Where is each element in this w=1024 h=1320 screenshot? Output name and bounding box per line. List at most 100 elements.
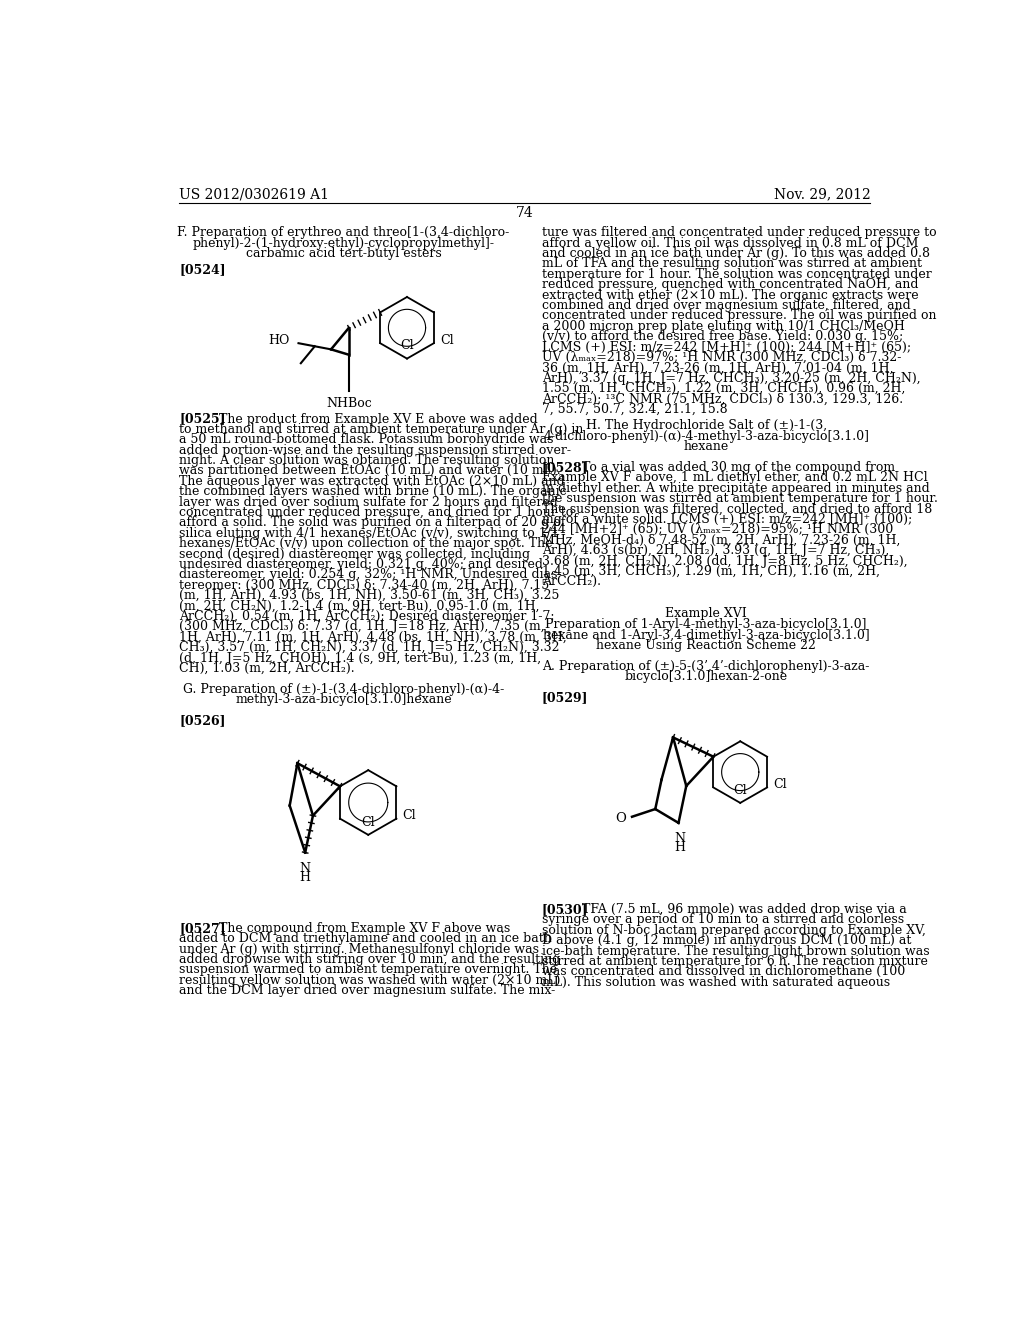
- Text: [0530]: [0530]: [542, 903, 589, 916]
- Text: ArH), 3.37 (q, 1H, J=7 Hz, CHCH₃), 3.20-25 (m, 2H, CH₂N),: ArH), 3.37 (q, 1H, J=7 Hz, CHCH₃), 3.20-…: [542, 372, 921, 384]
- Text: the combined layers washed with brine (10 mL). The organic: the combined layers washed with brine (1…: [179, 486, 566, 498]
- Text: solution of N-boc lactam prepared according to Example XV,: solution of N-boc lactam prepared accord…: [542, 924, 926, 937]
- Text: The suspension was filtered, collected, and dried to afford 18: The suspension was filtered, collected, …: [542, 503, 932, 516]
- Text: extracted with ether (2×10 mL). The organic extracts were: extracted with ether (2×10 mL). The orga…: [542, 289, 919, 301]
- Text: the suspension was stirred at ambient temperature for 1 hour.: the suspension was stirred at ambient te…: [542, 492, 938, 506]
- Text: Cl: Cl: [402, 809, 417, 822]
- Text: mg of a white solid. LCMS (+) ESI: m/z=242 [MH]⁺ (100);: mg of a white solid. LCMS (+) ESI: m/z=2…: [542, 513, 912, 525]
- Text: under Ar (g) with stirring. Methanesulfonyl chloride was: under Ar (g) with stirring. Methanesulfo…: [179, 942, 540, 956]
- Text: 4-dichloro-phenyl)-(α)-4-methyl-3-aza-bicyclo[3.1.0]: 4-dichloro-phenyl)-(α)-4-methyl-3-aza-bi…: [543, 430, 869, 442]
- Text: To a vial was added 30 mg of the compound from: To a vial was added 30 mg of the compoun…: [583, 461, 895, 474]
- Text: Cl: Cl: [400, 339, 414, 352]
- Text: tereomer: (300 MHz, CDCl₃) δ: 7.34-40 (m, 2H, ArH), 7.15: tereomer: (300 MHz, CDCl₃) δ: 7.34-40 (m…: [179, 578, 550, 591]
- Text: added dropwise with stirring over 10 min, and the resulting: added dropwise with stirring over 10 min…: [179, 953, 560, 966]
- Text: and the DCM layer dried over magnesium sulfate. The mix-: and the DCM layer dried over magnesium s…: [179, 985, 555, 997]
- Text: LCMS (+) ESI: m/z=242 [M+H]⁺ (100); 244 [M+H]⁺ (65);: LCMS (+) ESI: m/z=242 [M+H]⁺ (100); 244 …: [542, 341, 911, 354]
- Text: (300 MHz, CDCl₃) δ: 7.37 (d, 1H, J=18 Hz, ArH), 7.35 (m,: (300 MHz, CDCl₃) δ: 7.37 (d, 1H, J=18 Hz…: [179, 620, 545, 634]
- Text: to methanol and stirred at ambient temperature under Ar (g) in: to methanol and stirred at ambient tempe…: [179, 422, 584, 436]
- Text: [0525]: [0525]: [179, 412, 225, 425]
- Text: Preparation of 1-Aryl-4-methyl-3-aza-bicyclo[3.1.0]: Preparation of 1-Aryl-4-methyl-3-aza-bic…: [546, 619, 867, 631]
- Text: mL of TFA and the resulting solution was stirred at ambient: mL of TFA and the resulting solution was…: [542, 257, 922, 271]
- Text: D above (4.1 g, 12 mmole) in anhydrous DCM (100 mL) at: D above (4.1 g, 12 mmole) in anhydrous D…: [542, 935, 911, 948]
- Text: H: H: [300, 871, 310, 883]
- Text: afford a solid. The solid was purified on a filterpad of 20 g of: afford a solid. The solid was purified o…: [179, 516, 565, 529]
- Text: 36 (m, 1H, ArH), 7.23-26 (m, 1H, ArH), 7.01-04 (m, 1H,: 36 (m, 1H, ArH), 7.23-26 (m, 1H, ArH), 7…: [542, 362, 893, 375]
- Text: The product from Example XV E above was added: The product from Example XV E above was …: [219, 412, 539, 425]
- Text: night. A clear solution was obtained. The resulting solution: night. A clear solution was obtained. Th…: [179, 454, 555, 467]
- Text: Cl: Cl: [733, 784, 748, 797]
- Text: F. Preparation of erythreo and threo[1-(3,4-dichloro-: F. Preparation of erythreo and threo[1-(…: [177, 226, 510, 239]
- Text: 1.45 (m, 3H, CHCH₃), 1.29 (m, 1H, CH), 1.16 (m, 2H,: 1.45 (m, 3H, CHCH₃), 1.29 (m, 1H, CH), 1…: [542, 565, 880, 578]
- Text: 74: 74: [516, 206, 534, 220]
- Text: Cl: Cl: [773, 777, 786, 791]
- Text: Example XV F above, 1 mL diethyl ether, and 0.2 mL 2N HCl: Example XV F above, 1 mL diethyl ether, …: [542, 471, 928, 484]
- Text: bicyclo[3.1.0]hexan-2-one: bicyclo[3.1.0]hexan-2-one: [625, 671, 787, 684]
- Text: ture was filtered and concentrated under reduced pressure to: ture was filtered and concentrated under…: [542, 226, 937, 239]
- Text: ArCCH₂).: ArCCH₂).: [542, 576, 601, 589]
- Text: and cooled in an ice bath under Ar (g). To this was added 0.8: and cooled in an ice bath under Ar (g). …: [542, 247, 930, 260]
- Text: O: O: [615, 812, 626, 825]
- Text: afford a yellow oil. This oil was dissolved in 0.8 mL of DCM: afford a yellow oil. This oil was dissol…: [542, 236, 919, 249]
- Text: ArCCH₂); ¹³C NMR (75 MHz, CDCl₃) δ 130.3, 129.3, 126.: ArCCH₂); ¹³C NMR (75 MHz, CDCl₃) δ 130.3…: [542, 392, 903, 405]
- Text: hexanes/EtOAc (v/v) upon collection of the major spot. The: hexanes/EtOAc (v/v) upon collection of t…: [179, 537, 553, 550]
- Text: hexane Using Reaction Scheme 22: hexane Using Reaction Scheme 22: [596, 639, 816, 652]
- Text: CH), 1.03 (m, 2H, ArCCH₂).: CH), 1.03 (m, 2H, ArCCH₂).: [179, 663, 354, 675]
- Text: [0524]: [0524]: [179, 263, 225, 276]
- Text: a 2000 micron prep plate eluting with 10/1 CHCl₃/MeOH: a 2000 micron prep plate eluting with 10…: [542, 319, 905, 333]
- Text: stirred at ambient temperature for 6 h. The reaction mixture: stirred at ambient temperature for 6 h. …: [542, 954, 928, 968]
- Text: ArCCH₂), 0.54 (m, 1H, ArCCH₂); Desired diastereomer 1-7:: ArCCH₂), 0.54 (m, 1H, ArCCH₂); Desired d…: [179, 610, 555, 623]
- Text: US 2012/0302619 A1: US 2012/0302619 A1: [179, 187, 329, 202]
- Text: A. Preparation of (±)-5-(3’,4’-dichlorophenyl)-3-aza-: A. Preparation of (±)-5-(3’,4’-dichlorop…: [543, 660, 869, 673]
- Text: resulting yellow solution was washed with water (2×10 mL): resulting yellow solution was washed wit…: [179, 974, 560, 987]
- Text: The aqueous layer was extracted with EtOAc (2×10 mL) and: The aqueous layer was extracted with EtO…: [179, 475, 565, 488]
- Text: [0528]: [0528]: [542, 461, 589, 474]
- Text: N: N: [675, 832, 686, 845]
- Text: was concentrated and dissolved in dichloromethane (100: was concentrated and dissolved in dichlo…: [542, 965, 905, 978]
- Text: layer was dried over sodium sulfate for 2 hours and filtered,: layer was dried over sodium sulfate for …: [179, 496, 562, 508]
- Text: Cl: Cl: [361, 816, 375, 829]
- Text: a 50 mL round-bottomed flask. Potassium borohydride was: a 50 mL round-bottomed flask. Potassium …: [179, 433, 554, 446]
- Text: phenyl)-2-(1-hydroxy-ethyl)-cyclopropylmethyl]-: phenyl)-2-(1-hydroxy-ethyl)-cyclopropylm…: [193, 236, 495, 249]
- Text: CH₃), 3.57 (m, 1H, CH₂N), 3.37 (d, 1H, J=5 Hz, CH₂N), 3.32: CH₃), 3.57 (m, 1H, CH₂N), 3.37 (d, 1H, J…: [179, 642, 560, 655]
- Text: diastereomer, yield: 0.254 g, 32%; ¹H NMR, Undesired dias-: diastereomer, yield: 0.254 g, 32%; ¹H NM…: [179, 569, 562, 581]
- Text: G. Preparation of (±)-1-(3,4-dichloro-phenyl)-(α)-4-: G. Preparation of (±)-1-(3,4-dichloro-ph…: [183, 682, 504, 696]
- Text: combined and dried over magnesium sulfate, filtered, and: combined and dried over magnesium sulfat…: [542, 298, 910, 312]
- Text: concentrated under reduced pressure. The oil was purified on: concentrated under reduced pressure. The…: [542, 309, 936, 322]
- Text: N: N: [300, 862, 310, 875]
- Text: 1H, ArH), 7.11 (m, 1H, ArH), 4.48 (bs, 1H, NH), 3.78 (m, 3H,: 1H, ArH), 7.11 (m, 1H, ArH), 4.48 (bs, 1…: [179, 631, 567, 644]
- Text: carbamic acid tert-butyl esters: carbamic acid tert-butyl esters: [246, 247, 441, 260]
- Text: ice-bath temperature. The resulting light brown solution was: ice-bath temperature. The resulting ligh…: [542, 945, 930, 957]
- Text: methyl-3-aza-bicyclo[3.1.0]hexane: methyl-3-aza-bicyclo[3.1.0]hexane: [236, 693, 452, 706]
- Text: (m, 1H, ArH), 4.93 (bs, 1H, NH), 3.50-61 (m, 3H, CH₃), 3.25: (m, 1H, ArH), 4.93 (bs, 1H, NH), 3.50-61…: [179, 589, 559, 602]
- Text: (v/v) to afford the desired free base. Yield: 0.030 g. 15%;: (v/v) to afford the desired free base. Y…: [542, 330, 903, 343]
- Text: Nov. 29, 2012: Nov. 29, 2012: [774, 187, 870, 202]
- Text: added to DCM and triethylamine and cooled in an ice bath: added to DCM and triethylamine and coole…: [179, 932, 552, 945]
- Text: hexane: hexane: [684, 441, 729, 453]
- Text: Cl: Cl: [440, 334, 454, 347]
- Text: syringe over a period of 10 min to a stirred and colorless: syringe over a period of 10 min to a sti…: [542, 913, 904, 927]
- Text: 1.55 (m, 1H, CHCH₂), 1.22 (m, 3H, CHCH₃), 0.96 (m, 2H,: 1.55 (m, 1H, CHCH₂), 1.22 (m, 3H, CHCH₃)…: [542, 381, 905, 395]
- Text: HO: HO: [268, 334, 289, 347]
- Text: silica eluting with 4/1 hexanes/EtOAc (v/v), switching to 1/1: silica eluting with 4/1 hexanes/EtOAc (v…: [179, 527, 559, 540]
- Text: was partitioned between EtOAc (10 mL) and water (10 mL).: was partitioned between EtOAc (10 mL) an…: [179, 465, 561, 478]
- Text: suspension warmed to ambient temperature overnight. The: suspension warmed to ambient temperature…: [179, 964, 557, 977]
- Text: The compound from Example XV F above was: The compound from Example XV F above was: [219, 921, 511, 935]
- Text: added portion-wise and the resulting suspension stirred over-: added portion-wise and the resulting sus…: [179, 444, 571, 457]
- Text: MHz, MeOH-d₄) δ 7.48-52 (m, 2H, ArH), 7.23-26 (m, 1H,: MHz, MeOH-d₄) δ 7.48-52 (m, 2H, ArH), 7.…: [542, 533, 900, 546]
- Text: H: H: [675, 841, 686, 854]
- Text: reduced pressure, quenched with concentrated NaOH, and: reduced pressure, quenched with concentr…: [542, 279, 919, 292]
- Text: H. The Hydrochloride Salt of (±)-1-(3,: H. The Hydrochloride Salt of (±)-1-(3,: [586, 420, 826, 433]
- Text: 3.68 (m, 2H, CH₂N), 2.08 (dd, 1H, J=8 Hz, 5 Hz, CHCH₂),: 3.68 (m, 2H, CH₂N), 2.08 (dd, 1H, J=8 Hz…: [542, 554, 907, 568]
- Text: second (desired) diastereomer was collected, including: second (desired) diastereomer was collec…: [179, 548, 530, 561]
- Text: ArH), 4.63 (s(br), 2H, NH₂), 3.93 (q, 1H, J=7 Hz, CH₃),: ArH), 4.63 (s(br), 2H, NH₂), 3.93 (q, 1H…: [542, 544, 889, 557]
- Text: undesired diastereomer, yield: 0.321 g, 40%; and desired: undesired diastereomer, yield: 0.321 g, …: [179, 558, 543, 572]
- Text: (d, 1H, J=5 Hz, CHOH), 1.4 (s, 9H, tert-Bu), 1.23 (m, 1H,: (d, 1H, J=5 Hz, CHOH), 1.4 (s, 9H, tert-…: [179, 652, 542, 664]
- Text: in diethyl ether. A white precipitate appeared in minutes and: in diethyl ether. A white precipitate ap…: [542, 482, 930, 495]
- Text: 244 [MH+2]⁺ (65); UV (λₘₐₓ=218)=95%; ¹H NMR (300: 244 [MH+2]⁺ (65); UV (λₘₐₓ=218)=95%; ¹H …: [542, 524, 893, 536]
- Text: TFA (7.5 mL, 96 mmole) was added drop wise via a: TFA (7.5 mL, 96 mmole) was added drop wi…: [583, 903, 907, 916]
- Text: [0529]: [0529]: [542, 692, 589, 705]
- Text: Example XVI: Example XVI: [666, 607, 748, 619]
- Text: (m, 2H, CH₂N), 1.2-1.4 (m, 9H, tert-Bu), 0.95-1.0 (m, 1H,: (m, 2H, CH₂N), 1.2-1.4 (m, 9H, tert-Bu),…: [179, 599, 540, 612]
- Text: concentrated under reduced pressure, and dried for 1 hour to: concentrated under reduced pressure, and…: [179, 506, 573, 519]
- Text: mL). This solution was washed with saturated aqueous: mL). This solution was washed with satur…: [542, 975, 890, 989]
